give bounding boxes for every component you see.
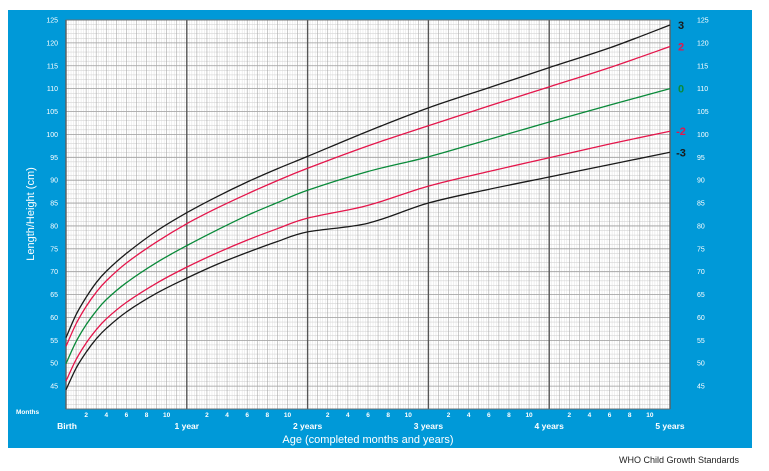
x-month-tick-label: 2 xyxy=(205,412,209,419)
x-month-tick-label: 10 xyxy=(646,412,654,419)
y-tick-label: 65 xyxy=(50,292,58,299)
sd-curve-2 xyxy=(65,45,671,347)
x-month-tick-label: 4 xyxy=(588,412,592,419)
x-month-tick-label: 4 xyxy=(467,412,471,419)
x-month-tick-label: 8 xyxy=(628,412,632,419)
y-tick-label: 95 xyxy=(697,155,705,162)
y-tick-label: 105 xyxy=(46,109,58,116)
x-month-tick-label: 2 xyxy=(326,412,330,419)
y-tick-label: 70 xyxy=(50,269,58,276)
x-month-tick-label: 4 xyxy=(104,412,108,419)
sd-curve-0 xyxy=(65,88,671,364)
plot-border xyxy=(65,19,671,410)
x-month-tick-label: 10 xyxy=(284,412,292,419)
x-month-tick-label: 6 xyxy=(366,412,370,419)
sd-curve--2 xyxy=(65,130,671,382)
x-month-tick-label: 2 xyxy=(447,412,451,419)
y-tick-label: 45 xyxy=(697,384,705,391)
x-month-tick-label: 2 xyxy=(84,412,88,419)
x-month-tick-label: 2 xyxy=(568,412,572,419)
x-month-tick-label: 6 xyxy=(125,412,129,419)
x-month-tick-label: 6 xyxy=(608,412,612,419)
y-tick-label: 110 xyxy=(47,86,58,93)
x-month-tick-label: 8 xyxy=(507,412,511,419)
y-tick-label: 75 xyxy=(50,246,58,253)
major-gridlines xyxy=(65,19,671,410)
sd-label-3: 3 xyxy=(678,20,684,32)
y-tick-label: 55 xyxy=(50,338,58,345)
y-tick-label: 125 xyxy=(697,18,709,25)
x-axis-month-ticks: 2 4 6 8 10 2 4 6 8 10 2 4 6 8 10 2 4 6 8 10 2 4 6 8 10 xyxy=(84,412,654,419)
x-month-tick-label: 6 xyxy=(487,412,491,419)
y-tick-label: 100 xyxy=(46,132,58,139)
y-tick-label: 85 xyxy=(697,201,705,208)
y-axis-right-ticks: 45 50 55 60 65 70 75 80 85 90 95 100 105 110 115 120 125 xyxy=(697,18,709,391)
y-tick-label: 95 xyxy=(50,155,58,162)
sd-curve-labels: 3 2 0 -2 -3 xyxy=(676,20,686,159)
x-month-tick-label: 8 xyxy=(386,412,390,419)
x-year-label: 4 years xyxy=(535,421,565,431)
x-axis-title: Age (completed months and years) xyxy=(282,434,453,446)
sd-label-0: 0 xyxy=(678,84,684,96)
y-tick-label: 55 xyxy=(697,338,705,345)
x-month-tick-label: 6 xyxy=(245,412,249,419)
y-tick-label: 105 xyxy=(697,109,709,116)
y-tick-label: 115 xyxy=(47,63,58,70)
sd-curve--3 xyxy=(65,151,671,391)
sd-curves xyxy=(65,24,671,391)
x-year-label: 3 years xyxy=(414,421,444,431)
x-year-label: Birth xyxy=(57,421,77,431)
y-tick-label: 80 xyxy=(50,223,58,230)
y-tick-label: 65 xyxy=(697,292,705,299)
y-tick-label: 60 xyxy=(50,315,58,322)
x-month-tick-label: 10 xyxy=(525,412,533,419)
x-month-tick-label: 8 xyxy=(266,412,270,419)
x-month-tick-label: 10 xyxy=(405,412,413,419)
x-axis-year-labels: Birth 1 year 2 years 3 years 4 years 5 years xyxy=(57,421,685,431)
y-tick-label: 100 xyxy=(697,132,709,139)
sd-curve-3 xyxy=(65,24,671,338)
y-tick-label: 110 xyxy=(697,86,708,93)
x-month-tick-label: 10 xyxy=(163,412,171,419)
sd-label--2: -2 xyxy=(676,126,686,138)
y-tick-label: 120 xyxy=(46,40,58,47)
y-tick-label: 85 xyxy=(50,201,58,208)
y-tick-label: 90 xyxy=(697,178,705,185)
sd-label--3: -3 xyxy=(676,147,686,159)
y-tick-label: 90 xyxy=(50,178,58,185)
months-label: Months xyxy=(16,409,39,416)
y-tick-label: 70 xyxy=(697,269,705,276)
y-tick-label: 50 xyxy=(697,361,705,368)
footer-source: WHO Child Growth Standards xyxy=(618,455,739,465)
x-year-label: 5 years xyxy=(655,421,685,431)
x-year-label: 1 year xyxy=(175,421,200,431)
y-tick-label: 60 xyxy=(697,315,705,322)
x-month-tick-label: 4 xyxy=(225,412,229,419)
x-month-tick-label: 4 xyxy=(346,412,350,419)
y-tick-label: 125 xyxy=(46,18,58,25)
y-tick-label: 75 xyxy=(697,246,705,253)
y-tick-label: 45 xyxy=(50,384,58,391)
sd-label-2: 2 xyxy=(678,42,684,54)
y-tick-label: 80 xyxy=(697,223,705,230)
y-axis-title: Length/Height (cm) xyxy=(25,167,37,261)
y-axis-left-ticks: 45 50 55 60 65 70 75 80 85 90 95 100 105 110 115 120 125 xyxy=(46,18,58,391)
y-tick-label: 115 xyxy=(697,63,708,70)
x-year-label: 2 years xyxy=(293,421,323,431)
x-month-tick-label: 8 xyxy=(145,412,149,419)
y-tick-label: 120 xyxy=(697,40,709,47)
y-tick-label: 50 xyxy=(50,361,58,368)
